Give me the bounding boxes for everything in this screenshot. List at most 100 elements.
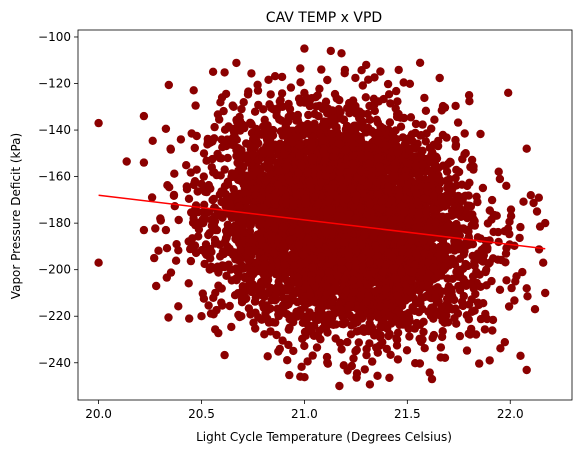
data-point bbox=[270, 72, 280, 81]
data-point bbox=[283, 356, 292, 365]
data-point bbox=[463, 261, 472, 271]
data-point bbox=[460, 129, 469, 138]
data-point bbox=[272, 158, 282, 168]
data-point bbox=[326, 46, 335, 56]
data-point bbox=[172, 240, 181, 249]
data-point bbox=[304, 110, 313, 120]
data-point bbox=[440, 103, 450, 112]
data-point bbox=[465, 178, 474, 187]
data-point bbox=[418, 120, 427, 129]
data-point bbox=[232, 58, 241, 68]
data-point bbox=[278, 336, 287, 345]
data-point bbox=[394, 65, 403, 75]
data-point bbox=[428, 333, 437, 343]
data-point bbox=[284, 300, 293, 309]
data-point bbox=[361, 93, 370, 102]
data-point bbox=[272, 330, 281, 340]
data-point bbox=[266, 90, 275, 99]
data-point bbox=[464, 329, 473, 338]
data-point bbox=[239, 98, 248, 107]
data-point bbox=[240, 123, 249, 133]
scatter-points bbox=[94, 44, 550, 391]
data-point bbox=[192, 165, 201, 174]
data-point bbox=[323, 75, 332, 85]
data-point bbox=[488, 326, 497, 335]
data-point bbox=[534, 193, 543, 202]
data-point bbox=[470, 221, 479, 230]
data-point bbox=[450, 314, 459, 323]
data-point bbox=[447, 183, 457, 193]
data-point bbox=[511, 277, 520, 286]
data-point bbox=[415, 334, 424, 343]
data-point bbox=[437, 271, 446, 280]
data-point bbox=[316, 305, 326, 314]
data-point bbox=[263, 121, 272, 130]
data-point bbox=[376, 322, 385, 331]
data-point bbox=[475, 359, 484, 368]
data-point bbox=[217, 298, 226, 307]
data-point bbox=[312, 102, 321, 111]
data-point bbox=[418, 146, 427, 155]
data-point bbox=[162, 244, 172, 253]
data-point bbox=[187, 208, 196, 217]
data-point bbox=[198, 289, 207, 298]
data-point bbox=[228, 140, 238, 150]
data-point bbox=[230, 291, 240, 300]
data-point bbox=[385, 373, 394, 382]
data-point bbox=[315, 84, 324, 94]
data-point bbox=[404, 216, 414, 226]
data-point bbox=[493, 255, 503, 264]
data-point bbox=[182, 161, 191, 170]
data-point bbox=[254, 100, 263, 110]
data-point bbox=[259, 128, 268, 137]
data-point bbox=[460, 247, 469, 256]
data-point bbox=[329, 320, 338, 329]
data-point bbox=[285, 370, 294, 380]
data-point bbox=[343, 337, 352, 347]
data-point bbox=[373, 371, 382, 380]
data-point bbox=[415, 359, 425, 368]
data-point bbox=[220, 350, 229, 360]
data-point bbox=[489, 227, 498, 237]
data-point bbox=[421, 106, 431, 116]
data-point bbox=[500, 338, 509, 347]
data-point bbox=[264, 75, 273, 85]
data-point bbox=[184, 279, 193, 288]
data-point bbox=[519, 197, 528, 206]
data-point bbox=[294, 94, 304, 103]
data-point bbox=[337, 345, 346, 354]
data-point bbox=[417, 293, 426, 302]
data-point bbox=[182, 182, 191, 191]
data-point bbox=[500, 227, 509, 236]
data-point bbox=[310, 109, 319, 119]
data-point bbox=[462, 225, 471, 235]
data-point bbox=[204, 301, 213, 310]
data-point bbox=[336, 107, 345, 117]
data-point bbox=[415, 58, 425, 67]
data-point bbox=[308, 351, 317, 360]
data-point bbox=[453, 118, 463, 127]
data-point bbox=[186, 256, 196, 266]
data-point bbox=[164, 313, 173, 322]
data-point bbox=[228, 101, 237, 110]
data-point bbox=[208, 195, 217, 205]
data-point bbox=[122, 157, 131, 166]
data-point bbox=[364, 75, 373, 84]
data-point bbox=[219, 106, 228, 116]
data-point bbox=[286, 83, 296, 92]
data-point bbox=[303, 357, 312, 366]
data-point bbox=[494, 237, 503, 247]
data-point bbox=[349, 354, 358, 363]
data-point bbox=[405, 332, 414, 341]
data-point bbox=[415, 153, 425, 163]
data-point bbox=[229, 124, 238, 134]
data-point bbox=[351, 73, 360, 83]
data-point bbox=[260, 330, 269, 339]
data-point bbox=[393, 328, 403, 337]
data-point bbox=[200, 259, 209, 269]
data-point bbox=[436, 353, 445, 362]
data-point bbox=[340, 65, 350, 75]
data-point bbox=[162, 273, 171, 282]
data-point bbox=[534, 245, 544, 254]
